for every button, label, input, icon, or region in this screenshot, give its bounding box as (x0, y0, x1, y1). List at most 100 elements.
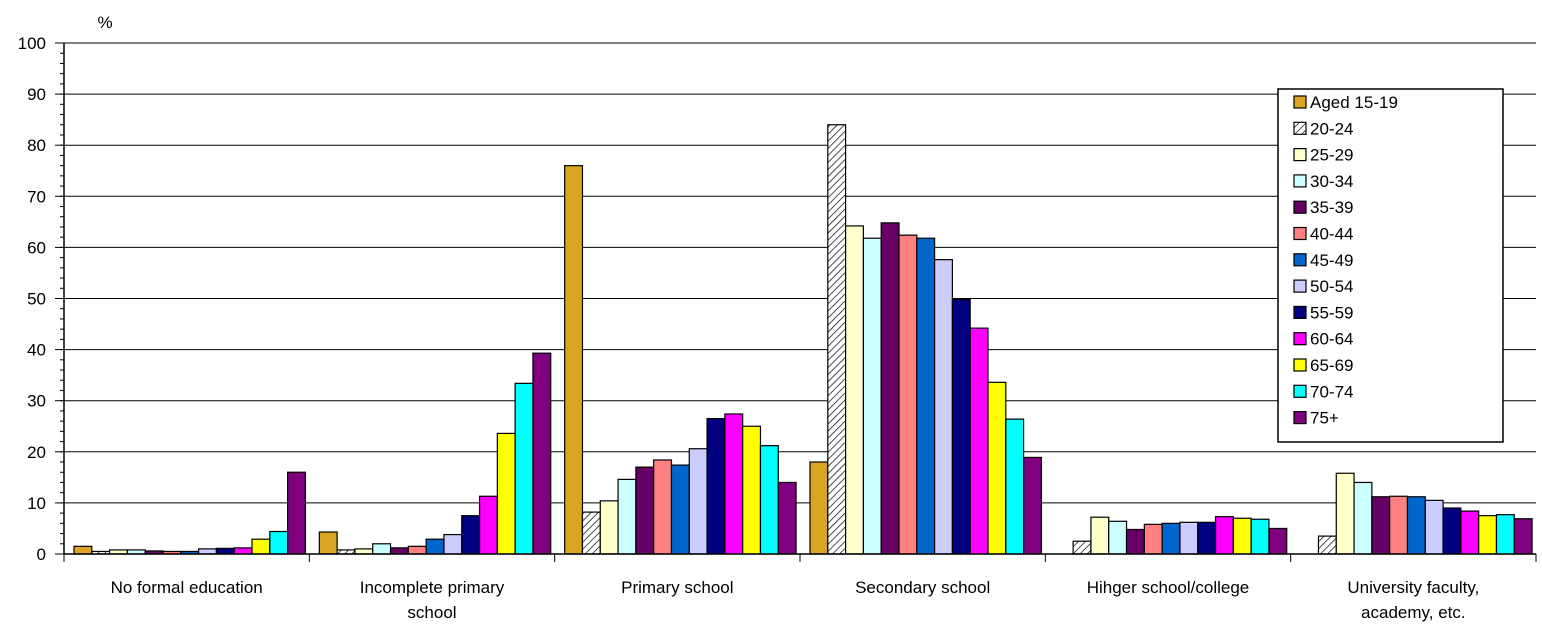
bar (287, 471, 307, 555)
bar (461, 515, 481, 555)
bar (1371, 496, 1391, 555)
bar (1442, 507, 1462, 555)
category-label: University faculty, (1347, 578, 1479, 597)
category-label: Incomplete primary (360, 578, 505, 597)
bar (898, 234, 918, 555)
y-tick-label: 40 (27, 341, 46, 360)
y-tick-label: 80 (27, 136, 46, 155)
bar (969, 327, 989, 555)
bar (354, 548, 374, 555)
legend-swatch (1293, 226, 1307, 241)
y-tick-label: 10 (27, 494, 46, 513)
bar (1317, 535, 1337, 555)
category-label: Primary school (621, 578, 733, 597)
bar (1022, 456, 1042, 555)
bar (514, 382, 534, 555)
bar (215, 547, 235, 555)
legend-label: 25-29 (1310, 146, 1353, 165)
bar (581, 511, 601, 555)
legend-label: 50-54 (1310, 277, 1353, 296)
y-tick-label: 100 (18, 34, 46, 53)
y-tick-label: 90 (27, 85, 46, 104)
bar (1072, 540, 1092, 555)
y-tick-label: 50 (27, 290, 46, 309)
y-tick-label: 60 (27, 238, 46, 257)
category-label: No formal education (111, 578, 263, 597)
legend-swatch (1293, 411, 1307, 425)
bar (862, 237, 882, 555)
bar (827, 124, 847, 555)
bar (809, 461, 829, 555)
bar (880, 222, 900, 555)
bar (1335, 472, 1355, 555)
bar (1268, 527, 1288, 555)
legend-swatch (1293, 279, 1307, 293)
legend-swatch (1293, 358, 1307, 372)
legend-swatch (1293, 121, 1307, 135)
bar (1478, 515, 1498, 555)
legend-label: 30-34 (1310, 172, 1353, 191)
bar (198, 548, 218, 555)
bar (73, 545, 93, 555)
y-tick-labels: 0 10 20 30 40 50 60 70 80 90 100 (18, 34, 46, 564)
bar (425, 538, 445, 555)
bar (916, 237, 936, 555)
bar (1197, 521, 1217, 555)
bar (1214, 516, 1234, 555)
bar (688, 448, 708, 555)
bar (269, 530, 289, 555)
legend-swatch (1293, 384, 1307, 398)
legend-swatch (1293, 253, 1307, 267)
bar (1090, 516, 1110, 555)
bar (670, 464, 690, 555)
legend-label: 60-64 (1310, 330, 1353, 349)
bars (73, 124, 1533, 555)
bar (496, 432, 516, 555)
gridlines (64, 42, 1536, 504)
bar (372, 543, 392, 555)
bar (599, 500, 619, 555)
bar (987, 381, 1007, 555)
bar (1406, 496, 1426, 555)
legend-swatch (1293, 200, 1307, 214)
bar (443, 533, 463, 555)
category-labels: No formal education Incomplete primary sch… (111, 578, 1480, 622)
legend-label: 75+ (1310, 409, 1339, 428)
bar (389, 547, 409, 555)
bar (653, 459, 673, 555)
y-axis-label: % (97, 13, 112, 32)
bar (933, 259, 953, 555)
legend-label: 55-59 (1310, 303, 1353, 322)
y-tick-label: 30 (27, 392, 46, 411)
bar (407, 545, 427, 555)
bar (1125, 528, 1145, 555)
legend-label: 45-49 (1310, 251, 1353, 270)
y-tick-label: 20 (27, 443, 46, 462)
category-label: Secondary school (855, 578, 990, 597)
bar (1353, 481, 1373, 555)
legend-swatch (1293, 174, 1307, 188)
legend-box (1277, 88, 1504, 443)
bar (635, 466, 655, 555)
bar (1161, 522, 1181, 555)
y-tick-label: 0 (37, 545, 46, 564)
category-label: academy, etc. (1361, 603, 1466, 622)
category-label: school (407, 603, 456, 622)
bar (724, 413, 744, 555)
bar (1389, 495, 1409, 555)
bar (318, 531, 338, 555)
bar (706, 417, 726, 555)
bar (1143, 523, 1163, 555)
legend: Aged 15-19 20-24 25-29 30-34 35-39 40-44 45-49… (1277, 88, 1504, 443)
legend-label: Aged 15-19 (1310, 93, 1398, 112)
bar (1108, 520, 1128, 555)
bar (1005, 418, 1025, 555)
bar (532, 352, 552, 555)
bar (564, 165, 584, 555)
legend-label: 35-39 (1310, 198, 1353, 217)
bar (251, 538, 271, 555)
legend-swatch (1293, 305, 1307, 319)
legend-label: 20-24 (1310, 119, 1353, 138)
bar (1179, 521, 1199, 555)
